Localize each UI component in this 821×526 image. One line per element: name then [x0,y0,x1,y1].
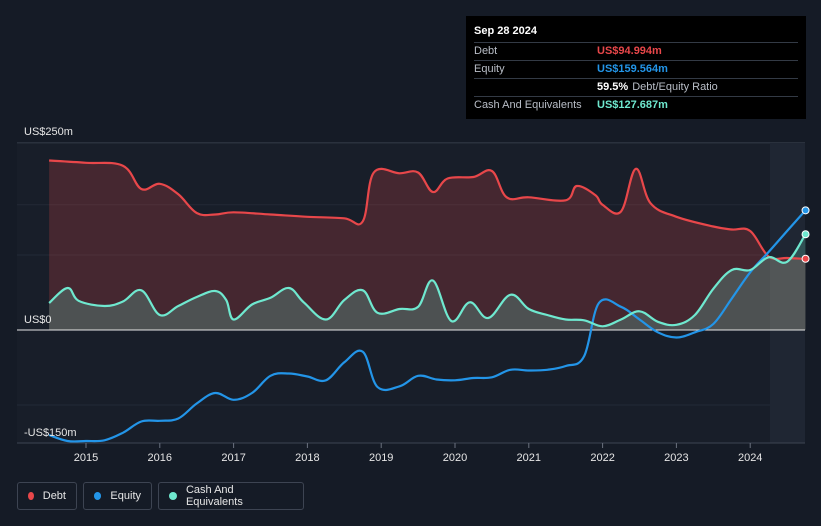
tooltip-equity-value: US$159.564m [597,63,668,75]
tooltip-row-debt: Debt US$94.994m [474,42,798,60]
hover-band [770,143,805,443]
debt-end-marker [801,254,810,263]
x-tick-label: 2023 [664,452,688,464]
tooltip-ratio-label: Debt/Equity Ratio [632,81,718,93]
cash-dot-icon [169,492,177,500]
x-tick-label: 2024 [738,452,762,464]
legend-item-debt[interactable]: Debt [17,482,77,510]
debt-dot-icon [28,492,34,500]
tooltip-row-equity: Equity US$159.564m [474,60,798,78]
y-tick-label: US$0 [24,314,52,326]
plot-background [17,143,805,443]
debt-area [49,160,806,330]
x-tick-label: 2021 [517,452,541,464]
tooltip-cash-value: US$127.687m [597,99,668,111]
tooltip-debt-label: Debt [474,45,498,57]
x-tick-label: 2017 [221,452,245,464]
equity-line [48,209,807,443]
tooltip-equity-label: Equity [474,63,505,75]
debt-line [49,159,806,261]
cash-and-equivalents-line [48,233,807,328]
tooltip-row-ratio: 59.5% Debt/Equity Ratio [474,78,798,96]
y-axis-labels: US$250m US$0 -US$150m [24,126,77,439]
tooltip-row-cash: Cash And Equivalents US$127.687m [474,96,798,114]
grid-lines [17,142,805,406]
y-tick-label: -US$150m [24,427,77,439]
tooltip-cash-label: Cash And Equivalents [474,99,582,111]
tooltip-debt-value: US$94.994m [597,45,662,57]
cash-and-equivalents-end-marker [801,230,810,239]
data-tooltip: Sep 28 2024 Debt US$94.994m Equity US$15… [466,16,806,119]
x-tick-label: 2015 [74,452,98,464]
x-tick-label: 2018 [295,452,319,464]
legend-cash-label: Cash And Equivalents [185,484,243,508]
x-axis-ticks: 2015 2016 2017 2018 2019 2020 2021 2022 2023 2024 [74,443,762,464]
legend-item-cash[interactable]: Cash And Equivalents [158,482,304,510]
x-tick-label: 2020 [443,452,467,464]
equity-dot-icon [94,492,102,500]
tooltip-ratio-spacer [474,79,597,96]
x-tick-label: 2016 [148,452,172,464]
legend-item-equity[interactable]: Equity [83,482,152,510]
y-tick-label: US$250m [24,126,73,138]
legend-debt-label: Debt [42,490,66,502]
tooltip-ratio-value: 59.5% [597,81,629,93]
equity-end-marker [801,206,810,215]
series-areas [49,160,806,330]
x-tick-label: 2019 [369,452,393,464]
legend-equity-label: Equity [110,490,141,502]
tooltip-date: Sep 28 2024 [474,25,537,37]
cash-and-equivalents-area [49,234,806,330]
series-end-markers [801,206,810,263]
series-lines [48,159,807,443]
x-tick-label: 2022 [590,452,614,464]
